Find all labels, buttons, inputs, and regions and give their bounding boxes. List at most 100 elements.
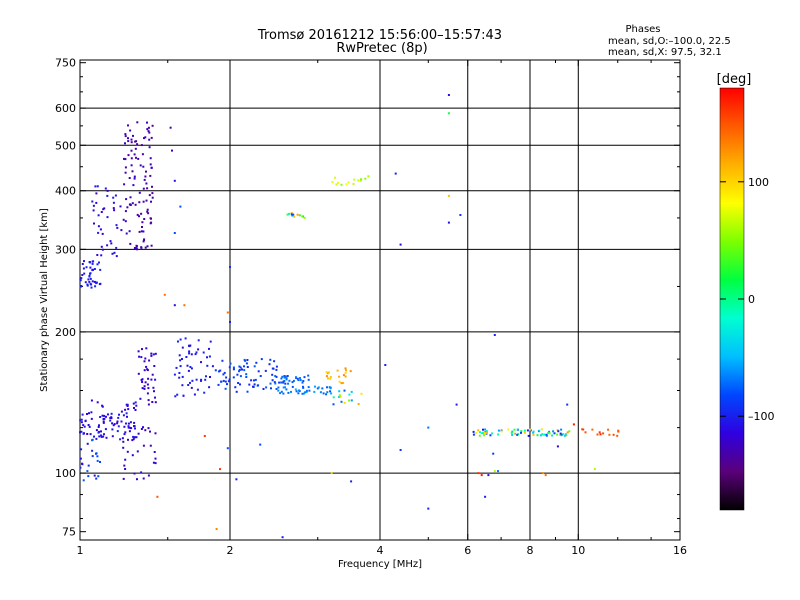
data-point	[143, 137, 145, 140]
data-point	[115, 255, 118, 258]
data-point	[329, 386, 332, 389]
data-point	[151, 196, 154, 199]
data-point	[285, 378, 288, 381]
data-point	[130, 164, 133, 167]
data-point	[153, 390, 155, 393]
data-point	[350, 399, 353, 402]
data-point	[143, 178, 146, 181]
data-point	[110, 242, 113, 245]
data-point	[206, 364, 209, 367]
data-point	[140, 212, 143, 215]
data-point	[293, 215, 296, 218]
data-point	[181, 358, 183, 360]
data-point	[485, 430, 488, 433]
data-point	[572, 423, 575, 426]
data-point	[131, 202, 134, 205]
data-point	[308, 389, 311, 392]
data-point	[151, 373, 154, 376]
data-point	[95, 282, 98, 285]
data-point	[344, 367, 347, 370]
data-point	[296, 377, 299, 380]
data-point	[125, 412, 128, 415]
grid-lines	[80, 60, 680, 540]
data-point	[133, 153, 136, 156]
data-point	[189, 381, 191, 384]
data-point	[582, 428, 585, 431]
data-point	[138, 355, 141, 358]
data-point	[96, 185, 99, 188]
data-point	[482, 428, 484, 431]
data-point	[98, 261, 100, 264]
data-point	[102, 420, 105, 423]
data-point	[128, 230, 131, 233]
data-point	[295, 390, 298, 393]
data-point	[280, 377, 283, 380]
data-point	[238, 369, 241, 371]
data-point	[128, 430, 131, 433]
data-point	[127, 137, 129, 140]
data-point	[102, 418, 105, 420]
data-point	[133, 425, 136, 428]
data-point	[235, 478, 238, 481]
data-point	[510, 431, 513, 434]
data-point	[96, 254, 99, 256]
data-point	[520, 430, 523, 433]
data-point	[147, 126, 150, 129]
data-point	[140, 144, 143, 147]
data-point	[269, 358, 272, 361]
data-point	[184, 337, 187, 340]
data-point	[229, 321, 231, 323]
data-point	[487, 474, 490, 477]
data-point	[602, 432, 605, 435]
data-point	[89, 261, 91, 264]
data-point	[339, 395, 342, 398]
data-point	[124, 458, 127, 461]
data-point	[87, 475, 90, 478]
data-point	[239, 366, 242, 369]
y-tick-label: 600	[55, 102, 76, 115]
data-point	[321, 387, 324, 390]
data-point	[489, 434, 492, 437]
data-point	[79, 457, 82, 460]
data-point	[133, 472, 136, 475]
data-point	[127, 140, 130, 143]
data-point	[271, 379, 274, 382]
data-point	[146, 128, 149, 131]
data-point	[340, 183, 343, 186]
data-point	[177, 340, 179, 343]
data-point	[303, 216, 306, 219]
data-point	[357, 179, 360, 182]
data-point	[612, 433, 615, 436]
data-point	[132, 435, 135, 438]
data-point	[134, 203, 137, 206]
data-point	[133, 421, 136, 424]
data-point	[96, 263, 99, 266]
data-point	[138, 215, 140, 218]
data-point	[326, 386, 328, 389]
data-point	[91, 280, 94, 283]
data-point	[352, 183, 355, 185]
data-point	[101, 405, 104, 408]
data-point	[188, 350, 191, 353]
data-point	[127, 124, 129, 127]
data-point	[478, 434, 481, 437]
data-point	[175, 366, 178, 369]
data-point	[132, 438, 135, 441]
data-point	[124, 158, 127, 161]
data-point	[117, 416, 120, 419]
data-point	[559, 434, 562, 437]
data-point	[179, 338, 182, 341]
data-point	[511, 430, 514, 433]
data-point	[89, 272, 91, 275]
data-point	[340, 400, 343, 403]
data-point	[350, 390, 353, 393]
data-point	[232, 368, 235, 371]
data-point	[135, 247, 138, 250]
data-point	[540, 428, 543, 431]
data-point	[486, 431, 488, 434]
data-point	[271, 373, 274, 376]
data-point	[129, 129, 132, 132]
data-point	[111, 428, 114, 431]
data-point	[314, 385, 316, 388]
data-point	[329, 377, 332, 380]
